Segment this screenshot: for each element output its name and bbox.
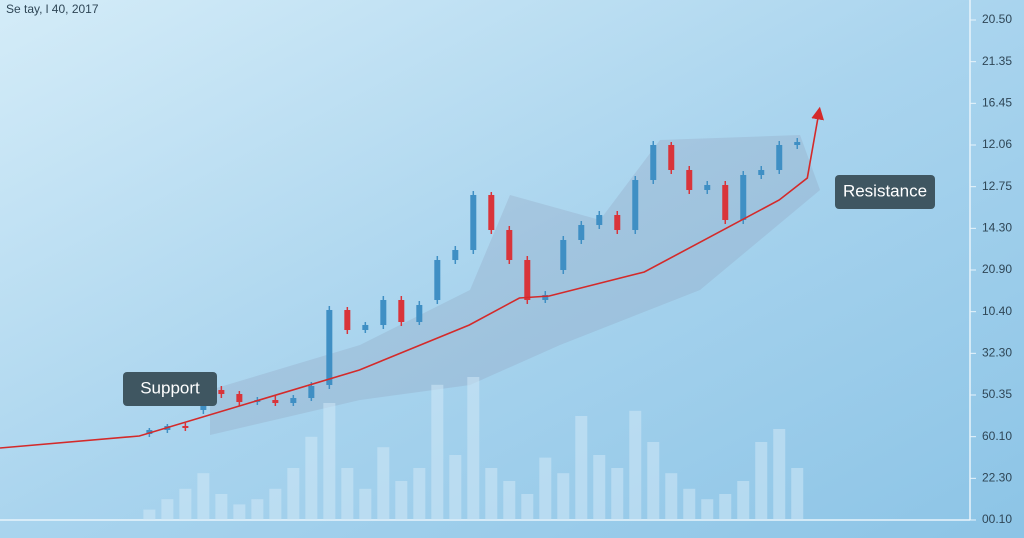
volume-bar xyxy=(449,455,462,520)
candle-body xyxy=(434,260,441,300)
candle-body xyxy=(560,240,567,270)
y-tick-label: 20.90 xyxy=(982,262,1012,276)
volume-bar xyxy=(287,468,300,520)
volume-bar xyxy=(215,494,228,520)
price-channel xyxy=(210,135,820,435)
candle-body xyxy=(758,170,765,175)
candle-body xyxy=(326,310,333,385)
volume-bar xyxy=(755,442,768,520)
volume-bar xyxy=(161,499,174,520)
volume-bar xyxy=(521,494,534,520)
volume-bar xyxy=(413,468,426,520)
volume-bar xyxy=(593,455,606,520)
candle-body xyxy=(614,215,621,230)
candle-body xyxy=(740,175,747,220)
volume-bar xyxy=(467,377,480,520)
volume-bar xyxy=(395,481,408,520)
y-tick-label: 32.30 xyxy=(982,346,1012,360)
volume-bar xyxy=(233,504,246,520)
volume-bar xyxy=(431,384,444,520)
volume-bar xyxy=(575,416,588,520)
candle-body xyxy=(506,230,513,260)
volume-bar xyxy=(143,509,156,520)
candle-body xyxy=(416,305,423,322)
candle-body xyxy=(470,195,477,250)
volume-bar xyxy=(305,436,318,520)
y-tick-label: 12.06 xyxy=(982,137,1012,151)
candle-body xyxy=(668,145,675,170)
y-tick-label: 10.40 xyxy=(982,304,1012,318)
candle-body xyxy=(308,386,315,398)
candle-body xyxy=(722,185,729,220)
candle-body xyxy=(488,195,495,230)
candle-body xyxy=(344,310,351,330)
volume-bar xyxy=(503,481,516,520)
candle-body xyxy=(362,325,369,330)
volume-bar xyxy=(197,473,210,520)
annotation: Resistance xyxy=(843,181,927,200)
y-tick-label: 00.10 xyxy=(982,512,1012,526)
y-tick-label: 60.10 xyxy=(982,429,1012,443)
candle-body xyxy=(524,260,531,300)
candle-body xyxy=(272,400,279,403)
volume-bar xyxy=(791,468,804,520)
volume-bar xyxy=(773,429,786,520)
y-tick-label: 20.50 xyxy=(982,12,1012,26)
candle-body xyxy=(686,170,693,190)
candle-body xyxy=(704,185,711,190)
chart-title: Se tay, l 40, 2017 xyxy=(6,2,99,16)
candle-body xyxy=(650,145,657,180)
annotation: Support xyxy=(140,378,200,397)
candle-body xyxy=(596,215,603,225)
y-tick-label: 14.30 xyxy=(982,221,1012,235)
candle-body xyxy=(146,430,153,434)
candle-body xyxy=(380,300,387,325)
volume-bar xyxy=(269,488,282,520)
volume-bar xyxy=(179,488,192,520)
volume-bar xyxy=(251,499,264,520)
support-box xyxy=(123,372,217,406)
volume-bar xyxy=(683,488,696,520)
candle-body xyxy=(794,142,801,145)
candle-body xyxy=(776,145,783,170)
resistance-box xyxy=(835,175,935,209)
volume-bar xyxy=(323,403,336,520)
y-tick-label: 21.35 xyxy=(982,54,1012,68)
candle-body xyxy=(398,300,405,322)
candle-body xyxy=(578,225,585,240)
candle-body xyxy=(452,250,459,260)
volume-bar xyxy=(557,473,570,520)
candle-body xyxy=(236,394,243,402)
y-tick-label: 22.30 xyxy=(982,471,1012,485)
trend-line xyxy=(0,106,824,449)
candle-body xyxy=(542,295,549,300)
volume-bar xyxy=(485,468,498,520)
volume-bar xyxy=(719,494,732,520)
volume-bar xyxy=(341,468,354,520)
candle-body xyxy=(290,398,297,403)
volume-bar xyxy=(737,481,750,520)
y-tick-label: 16.45 xyxy=(982,96,1012,110)
candle-body xyxy=(632,180,639,230)
volume-bar xyxy=(701,499,714,520)
volume-bar xyxy=(539,457,552,520)
volume-bar xyxy=(629,410,642,520)
plot xyxy=(0,106,824,520)
candle-body xyxy=(218,390,225,394)
candle-body xyxy=(182,426,189,428)
y-tick-label: 12.75 xyxy=(982,179,1012,193)
volume-bar xyxy=(665,473,678,520)
volume-bar xyxy=(359,488,372,520)
volume-bar xyxy=(611,468,624,520)
volume-bar xyxy=(377,447,390,520)
volume-bar xyxy=(647,442,660,520)
y-tick-label: 50.35 xyxy=(982,387,1012,401)
